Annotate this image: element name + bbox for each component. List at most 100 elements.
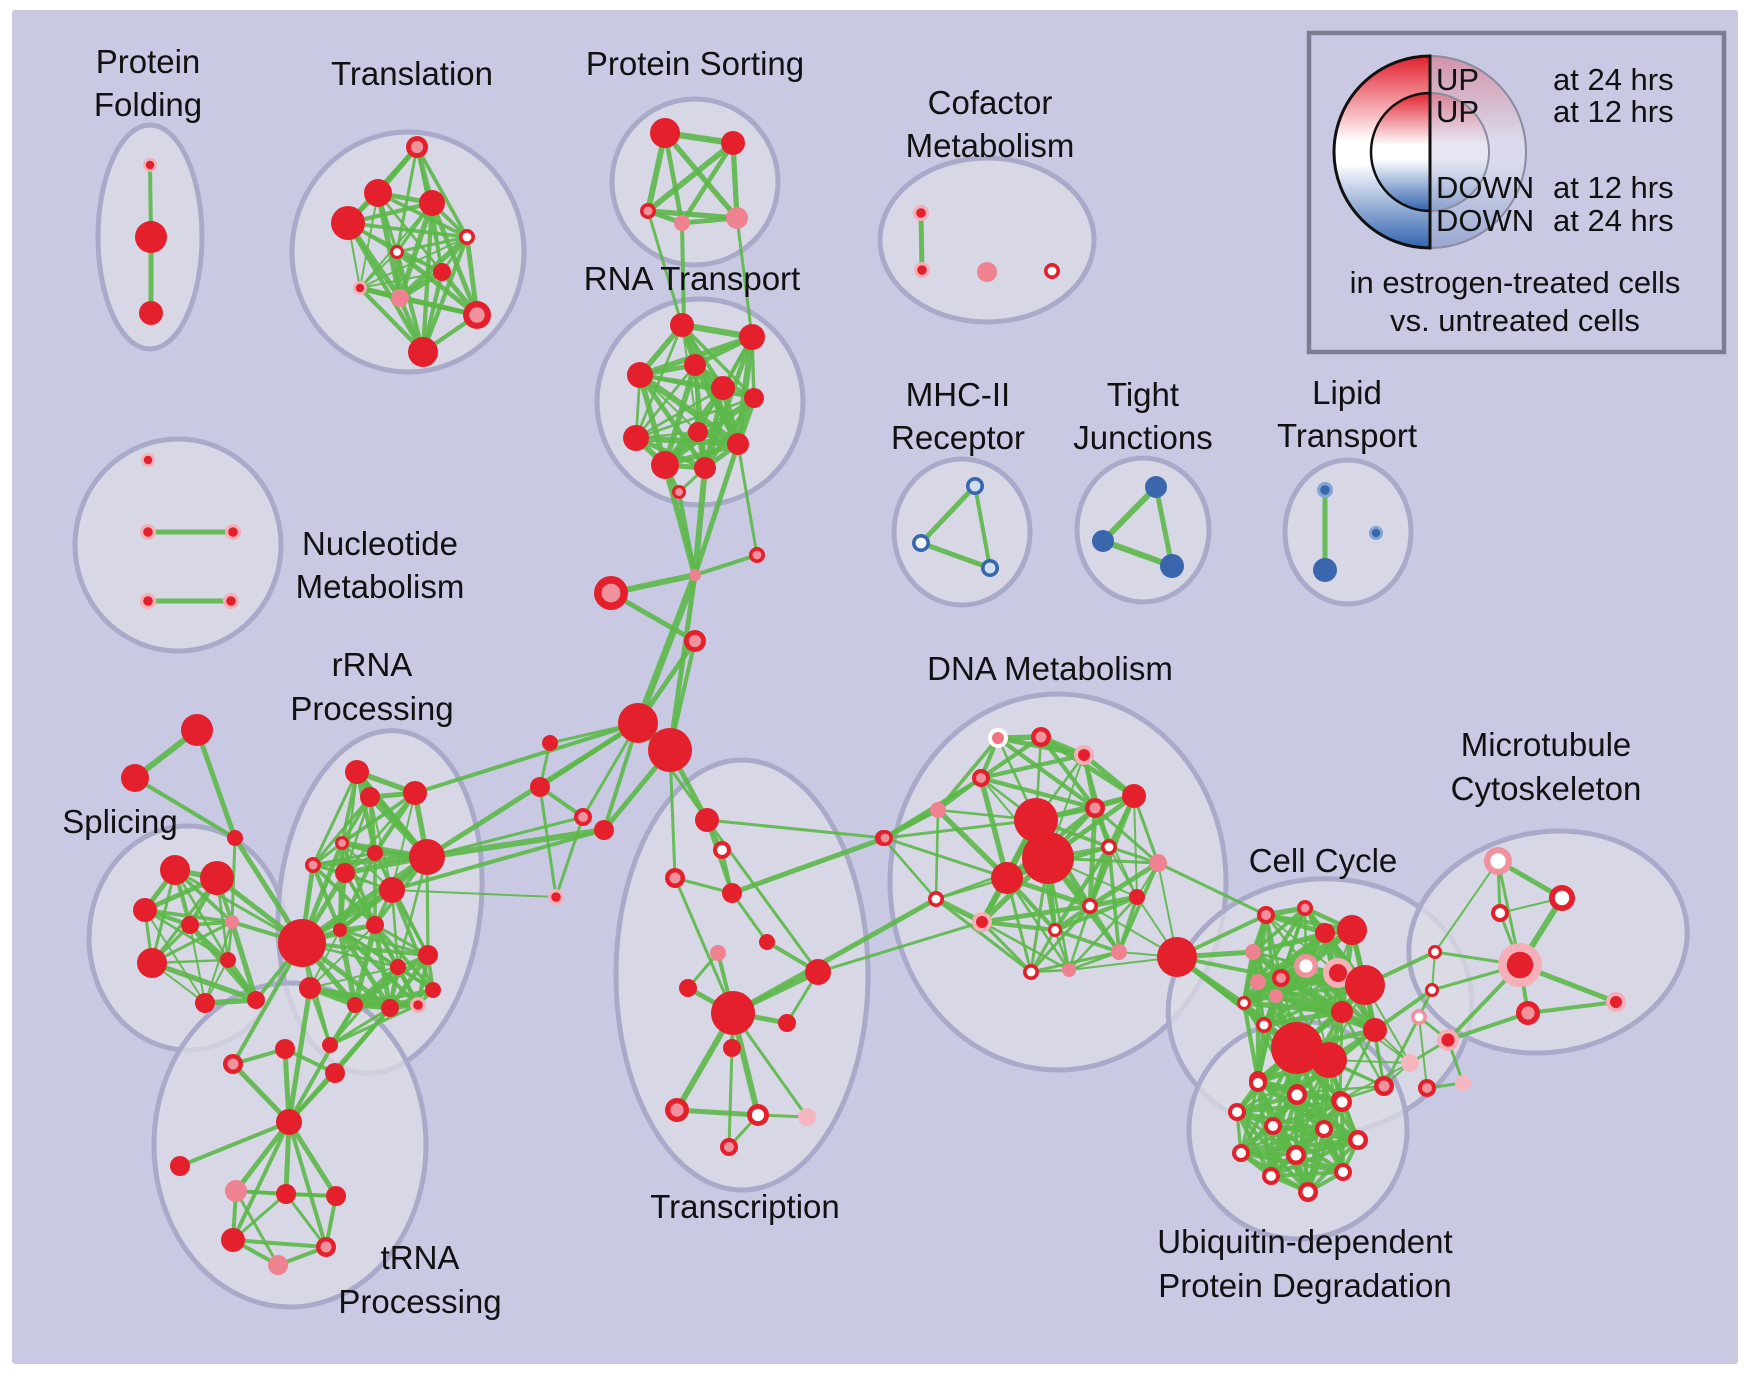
cell-cycle-edge xyxy=(1241,1000,1261,1083)
rrna-processing-node xyxy=(345,760,369,784)
dna-metabolism-node xyxy=(1149,854,1167,872)
cell-cycle-node-core xyxy=(1261,910,1271,920)
dna-metabolism-node-core xyxy=(1085,901,1095,911)
connectors-node-core xyxy=(752,550,762,560)
rna-transport-edge xyxy=(634,386,725,440)
dna-metabolism-edge xyxy=(1005,876,1071,972)
connectors-node-core xyxy=(578,812,588,822)
connectors-node xyxy=(542,735,558,751)
rrna-processing-node xyxy=(403,781,427,805)
cell-cycle-node xyxy=(1269,989,1283,1003)
dna-metabolism-edge xyxy=(1053,928,1121,954)
protein-folding-node xyxy=(135,221,167,253)
rna-transport-node xyxy=(711,376,735,400)
cell-cycle-edge xyxy=(1255,1022,1267,1083)
trna-processing-edge xyxy=(284,1192,328,1249)
rrna-processing-edge xyxy=(340,791,417,845)
microtubule-cytoskeleton-edge xyxy=(1446,1011,1530,1042)
translation-edge xyxy=(359,251,398,289)
fan-edge xyxy=(1327,1058,1345,1174)
link-edge xyxy=(1156,861,1268,917)
protein-sorting-edge xyxy=(662,130,740,221)
transcription-node-core xyxy=(751,1108,765,1122)
dna-metabolism-node-core xyxy=(931,894,941,904)
nucleotide-metabolism-node-core xyxy=(143,455,153,465)
cell-cycle-node xyxy=(1401,1054,1419,1072)
microtubule-cytoskeleton-node xyxy=(1455,1075,1471,1091)
dna-metabolism-node-core xyxy=(1104,842,1114,852)
dna-metabolism-node xyxy=(1014,798,1058,842)
trna-processing-edge xyxy=(286,1119,339,1199)
nucleotide-metabolism-node-core xyxy=(143,596,153,606)
legend-time-label: at 24 hrs xyxy=(1553,203,1674,238)
splicing-edge xyxy=(204,921,233,1004)
dna-metabolism-edge xyxy=(1052,844,1112,933)
cell-cycle-edge xyxy=(1241,949,1256,1006)
transcription-node xyxy=(798,1108,816,1126)
dna-metabolism-edge xyxy=(1087,860,1161,909)
link-edge xyxy=(662,462,698,578)
link-edge xyxy=(693,553,759,577)
splicing-edge xyxy=(144,909,206,1004)
legend: UP at 24 hrs UP at 12 hrs DOWN at 12 hrs DOWN a… xyxy=(1306,30,1727,355)
mhc-ii-receptor-edge xyxy=(918,540,993,571)
dna-metabolism-edge xyxy=(995,735,1098,811)
connectors-node xyxy=(618,703,658,743)
dna-metabolism-node-core xyxy=(976,773,986,783)
dna-metabolism-edge xyxy=(980,920,1071,972)
microtubule-cytoskeleton-node-core xyxy=(1431,948,1439,956)
translation-node xyxy=(419,190,445,216)
microtubule-cytoskeleton-node-core xyxy=(1554,890,1570,906)
cell-cycle-node xyxy=(1345,965,1385,1005)
link-edge xyxy=(729,835,888,896)
link-edge xyxy=(333,1006,392,1075)
connectors-node-core xyxy=(601,583,621,603)
mhc-ii-receptor-node-core xyxy=(984,562,996,574)
connectors-node xyxy=(530,777,550,797)
legend-direction-label: UP xyxy=(1436,94,1479,129)
tight-junctions-node xyxy=(1160,554,1184,578)
splicing-triangle-edge xyxy=(194,727,238,841)
translation-label: Translation xyxy=(331,55,493,92)
splicing-node xyxy=(181,916,199,934)
mhc-ii-receptor-label: Receptor xyxy=(891,419,1025,456)
ubiquitin-degradation-edge xyxy=(1239,1127,1326,1155)
splicing-triangle-node xyxy=(181,714,213,746)
cell-cycle-node-core xyxy=(1259,1020,1269,1030)
ubiquitin-degradation-node-core xyxy=(1232,1107,1242,1117)
transcription-edge xyxy=(673,876,735,1015)
rna-transport-edge xyxy=(702,395,757,471)
trna-processing-node-core xyxy=(227,1058,239,1070)
cell-cycle-node-core xyxy=(1240,999,1248,1007)
rrna-processing-node-core xyxy=(413,1000,423,1010)
cofactor-metabolism-node-core xyxy=(1047,266,1057,276)
dna-metabolism-node-core xyxy=(1051,926,1059,934)
cell-cycle-node xyxy=(1250,974,1266,990)
rna-transport-edge xyxy=(634,396,756,440)
trna-processing-label: Processing xyxy=(338,1283,501,1320)
microtubule-cytoskeleton-node-core xyxy=(1428,986,1436,994)
ubiquitin-degradation-node-core xyxy=(1268,1121,1278,1131)
trna-processing-node-core xyxy=(320,1241,332,1253)
lipid-transport-node-core xyxy=(1371,528,1381,538)
translation-node-core xyxy=(469,307,485,323)
rna-transport-edge xyxy=(662,362,698,468)
dna-metabolism-edge xyxy=(980,920,1033,974)
rrna-processing-edge xyxy=(369,796,393,891)
translation-node-core xyxy=(410,140,424,154)
nucleotide-metabolism-label: Nucleotide xyxy=(302,525,458,562)
transcription-node xyxy=(695,808,719,832)
rrna-processing-node xyxy=(367,845,383,861)
legend-box xyxy=(1306,30,1727,355)
rna-transport-node xyxy=(627,362,653,388)
dna-metabolism-edge xyxy=(935,807,1010,881)
rrna-processing-edge xyxy=(309,966,399,989)
splicing-triangle-edge xyxy=(133,776,237,840)
ubiquitin-degradation-label: Protein Degradation xyxy=(1158,1267,1452,1304)
translation-node xyxy=(364,179,392,207)
splicing-edge xyxy=(229,919,259,1003)
cofactor-metabolism-node xyxy=(977,262,997,282)
tight-junctions-label: Tight xyxy=(1107,376,1179,413)
tight-junctions-node xyxy=(1145,476,1167,498)
connectors-node xyxy=(648,728,692,772)
